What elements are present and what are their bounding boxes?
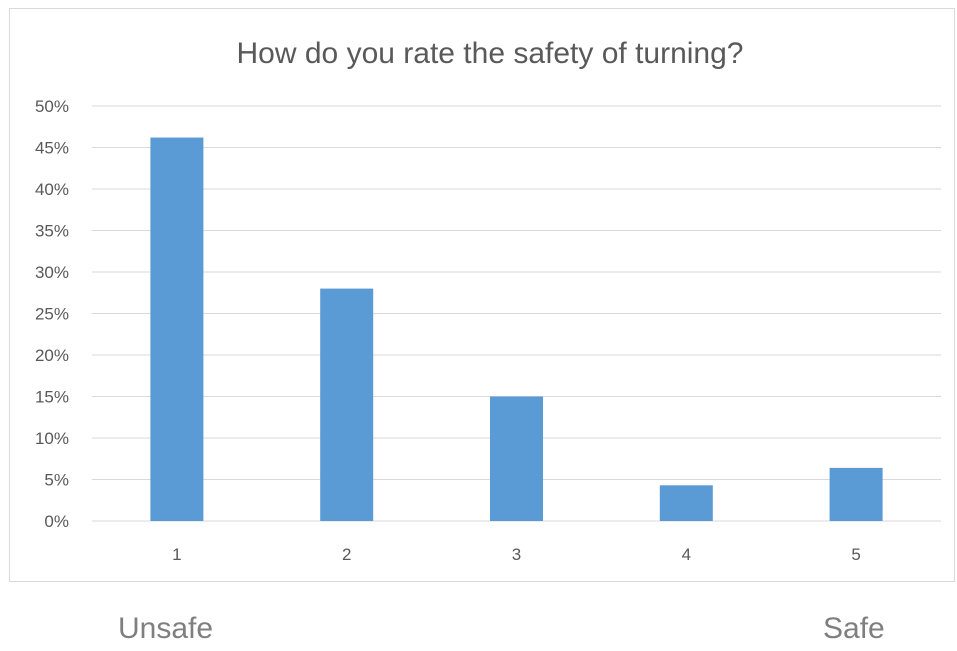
x-tick-label: 1 xyxy=(172,545,181,564)
scale-label-unsafe: Unsafe xyxy=(118,612,214,645)
bar-5 xyxy=(829,467,883,521)
y-axis-tick-labels: 0% 5% 10% 15% 20% 25% 30% 35% 40% 45% 50% xyxy=(35,97,69,531)
bars xyxy=(150,137,883,522)
y-tick-label: 20% xyxy=(35,346,69,365)
bar-4 xyxy=(659,485,713,521)
y-tick-label: 50% xyxy=(35,97,69,116)
scale-label-safe: Safe xyxy=(823,612,885,645)
y-tick-label: 30% xyxy=(35,263,69,282)
y-tick-label: 35% xyxy=(35,222,69,241)
chart-title: How do you rate the safety of turning? xyxy=(237,37,744,70)
y-tick-label: 15% xyxy=(35,388,69,407)
x-tick-label: 4 xyxy=(682,545,691,564)
bar-2 xyxy=(320,288,374,521)
bar-1 xyxy=(150,137,204,522)
x-tick-label: 5 xyxy=(851,545,860,564)
x-axis-tick-labels: 1 2 3 4 5 xyxy=(172,545,861,564)
x-tick-label: 2 xyxy=(342,545,351,564)
y-tick-label: 40% xyxy=(35,180,69,199)
gridlines xyxy=(92,105,941,522)
bar-3 xyxy=(490,396,543,521)
y-tick-label: 25% xyxy=(35,305,69,324)
y-tick-label: 5% xyxy=(44,471,69,490)
y-tick-label: 45% xyxy=(35,139,69,158)
x-tick-label: 3 xyxy=(512,545,521,564)
y-tick-label: 10% xyxy=(35,429,69,448)
y-tick-label: 0% xyxy=(44,512,69,531)
